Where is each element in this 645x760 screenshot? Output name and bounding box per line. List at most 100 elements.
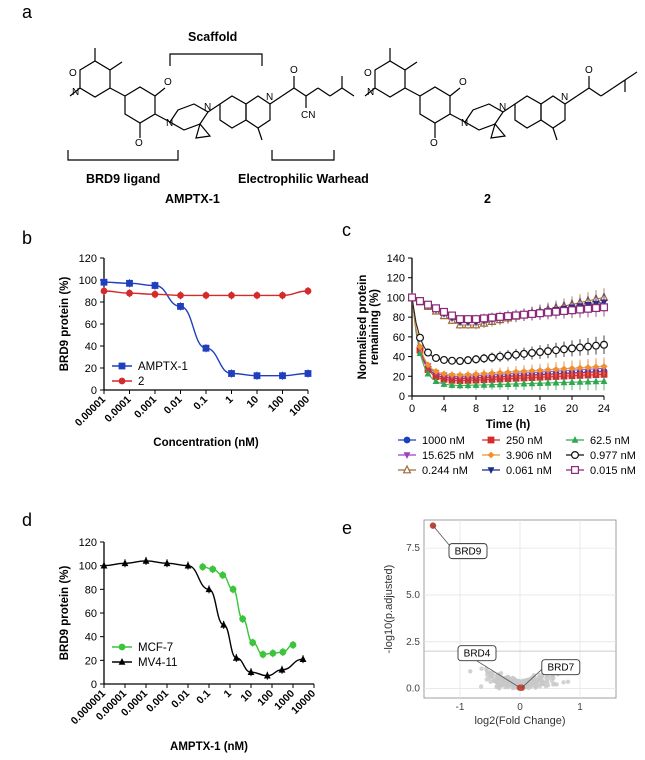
chart-e: -1 0 1 0.0 2.5 5.0 7.5 BRD9 BRD4 BRD7 log2(Fold Ch… [383,519,617,727]
atom-labels: O N O O N N N O CN O N O O N N N O [69,65,593,149]
data-point [504,380,512,387]
legend-marker [118,377,126,385]
x-tick-label: 0.001 [132,394,159,421]
data-point [100,287,108,295]
data-point [480,370,488,378]
point-label: BRD9 [455,547,482,558]
background-point [494,684,499,690]
background-point [504,679,509,684]
x-axis-label: log2(Fold Change) [474,715,565,727]
data-point [100,278,108,286]
x-tick-label: 20 [566,403,578,415]
data-point [567,306,576,315]
background-point [517,680,522,685]
data-point [228,292,235,299]
data-point [488,369,496,377]
legend-label: 0.061 nM [506,465,552,477]
x-tick-label: 24 [598,403,610,415]
data-point [177,292,184,299]
data-point [304,287,312,295]
data-point [259,651,267,658]
data-point [464,371,472,379]
data-point [126,279,133,287]
x-tick-label: 1 [222,688,235,701]
data-point [512,379,520,387]
data-point [456,356,465,365]
legend-marker [118,658,126,665]
x-axis-label: AMPTX-1 (nM) [170,741,248,753]
x-tick-label: 0 [517,702,523,713]
data-point [279,292,286,299]
warhead-label: Electrophilic Warhead [238,172,369,186]
data-point [584,364,592,371]
background-point [525,683,530,689]
y-tick-label: 20 [393,371,405,383]
label-box [541,659,581,676]
data-point [464,315,473,324]
x-axis-label: Time (h) [486,419,531,431]
data-point [448,381,456,388]
data-point [279,372,286,380]
data-point [464,356,473,365]
x-tick-label: 0.00001 [73,394,108,429]
legend-label: 0.977 nM [590,450,636,462]
panel-letter-d: d [22,510,33,530]
atom-o: O [290,65,298,76]
background-point [488,672,494,677]
y-tick-label: 80 [85,297,97,309]
background-point [479,666,484,671]
data-point [552,365,560,373]
y-tick-label: 60 [85,319,97,331]
data-point [269,649,277,657]
atom-o: O [69,68,77,79]
background-point [484,669,490,674]
x-tick-label: 1 [223,394,236,407]
data-point [512,368,520,376]
data-point [536,366,544,374]
data-point [440,370,448,378]
legend-label: MV4-11 [138,657,177,669]
x-tick-label: 0.1 [194,688,213,707]
atom-n: N [561,92,568,103]
data-point [456,377,464,385]
background-point [468,669,473,674]
x-tick-label: 0.0001 [102,394,133,425]
series-curve [202,566,294,656]
atom-n: N [461,118,468,129]
y-tick-label: 20 [85,363,97,375]
x-tick-label: 0.01 [162,394,185,417]
legend-marker [402,464,412,474]
legend-marker [118,643,126,651]
y-tick-label: 7.5 [406,543,420,554]
data-point [544,366,552,374]
x-tick-label: 16 [534,403,546,415]
compound-2-name: 2 [484,192,491,206]
x-tick-label: 0 [409,403,415,415]
x-tick-label: 10 [238,688,255,705]
data-point [528,379,536,387]
y-axis-label: -log10(p.adjusted) [383,565,395,654]
data-point [432,353,441,362]
data-point [472,355,481,364]
data-point [151,282,159,289]
chart-d: 0204060801001200.0000010.000010.00010.00… [59,537,318,753]
data-point [408,293,417,302]
data-point [480,354,489,363]
data-point [424,348,433,357]
legend-label: 2 [138,376,144,388]
data-point [205,585,213,593]
legend-marker [570,466,579,475]
background-point [478,684,484,689]
data-point [304,370,312,377]
background-point [528,684,534,689]
data-point [253,292,261,299]
data-point [568,365,576,372]
legend-marker [403,436,411,444]
data-point [559,306,568,315]
x-tick-label: 100 [266,394,287,415]
data-point [527,348,536,357]
legend-marker [487,467,495,474]
legend-label: 1000 nM [422,435,465,447]
x-tick-label: 4 [441,403,447,415]
data-point [100,561,108,569]
